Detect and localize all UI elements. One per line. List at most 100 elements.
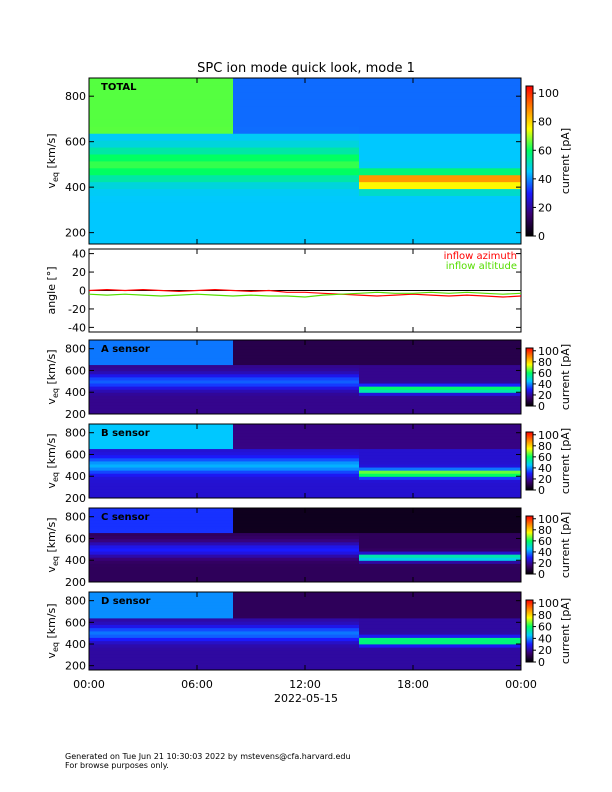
spectrogram-cell — [179, 392, 189, 396]
spectrogram-cell — [179, 554, 189, 558]
spectrogram-cell — [359, 401, 369, 406]
spectrogram-cell — [170, 491, 180, 496]
spectrogram-cell — [485, 430, 495, 434]
spectrogram-cell — [188, 377, 198, 381]
spectrogram-cell — [440, 551, 450, 555]
spectrogram-cell — [260, 551, 270, 555]
spectrogram-cell — [188, 389, 198, 393]
spectrogram-cell — [143, 424, 153, 428]
spectrogram-cell — [404, 551, 414, 555]
spectrogram-cell — [485, 133, 495, 141]
spectrogram-cell — [422, 167, 432, 176]
spectrogram-cell — [305, 424, 315, 428]
spectrogram-cell — [197, 526, 207, 530]
spectrogram-cell — [107, 621, 117, 625]
spectrogram-cell — [476, 358, 486, 362]
spectrogram-cell — [206, 167, 216, 176]
spectrogram-cell — [341, 209, 351, 217]
spectrogram-cell — [503, 154, 513, 162]
spectrogram-cell — [404, 133, 414, 141]
spectrogram-cell — [206, 482, 216, 487]
y-axis-label-subscript: eq — [51, 172, 60, 182]
spectrogram-cell — [188, 554, 198, 558]
spectrogram-cell — [431, 569, 441, 574]
spectrogram-cell — [170, 364, 180, 369]
spectrogram-cell — [314, 364, 324, 369]
spectrogram-cell — [206, 202, 216, 210]
spectrogram-cell — [332, 343, 342, 347]
spectrogram-cell — [440, 433, 450, 437]
spectrogram-cell — [107, 611, 117, 616]
spectrogram-cell — [152, 467, 162, 471]
spectrogram-cell — [503, 352, 513, 356]
spectrogram-cell — [224, 195, 234, 203]
spectrogram-cell — [377, 167, 387, 176]
spectrogram-cell — [269, 349, 279, 353]
spectrogram-cell — [152, 457, 162, 462]
spectrogram-cell — [467, 364, 477, 369]
spectrogram-cell — [260, 105, 270, 113]
spectrogram-cell — [503, 424, 513, 428]
spectrogram-cell — [107, 532, 117, 537]
spectrogram-cell — [224, 343, 234, 347]
y-tick-label: 400 — [65, 386, 86, 399]
spectrogram-cell — [197, 520, 207, 524]
spectrogram-cell — [431, 554, 441, 558]
spectrogram-cell — [395, 572, 405, 577]
spectrogram-cell — [206, 485, 216, 490]
spectrogram-cell — [188, 566, 198, 571]
spectrogram-cell — [98, 346, 108, 350]
spectrogram-cell — [188, 526, 198, 530]
spectrogram-cell — [215, 404, 225, 409]
spectrogram-cell — [368, 494, 378, 499]
spectrogram-cell — [404, 439, 414, 443]
spectrogram-cell — [134, 161, 144, 169]
spectrogram-cell — [215, 566, 225, 571]
spectrogram-cell — [98, 410, 108, 415]
spectrogram-cell — [260, 457, 270, 462]
spectrogram-cell — [431, 482, 441, 487]
spectrogram-cell — [350, 161, 360, 169]
spectrogram-cell — [197, 451, 207, 456]
spectrogram-cell — [215, 575, 225, 580]
spectrogram-cell — [314, 343, 324, 347]
spectrogram-cell — [359, 445, 369, 450]
spectrogram-cell — [422, 237, 432, 245]
spectrogram-cell — [449, 230, 459, 238]
spectrogram-cell — [251, 355, 261, 359]
spectrogram-cell — [206, 133, 216, 141]
spectrogram-cell — [377, 380, 387, 384]
spectrogram-cell — [188, 557, 198, 561]
spectrogram-cell — [206, 520, 216, 524]
spectrogram-cell — [359, 454, 369, 459]
colorbar-tick-label: 60 — [538, 535, 552, 548]
spectrogram-cell — [107, 442, 117, 446]
spectrogram-cell — [143, 508, 153, 512]
spectrogram-cell — [170, 386, 180, 390]
spectrogram-cell — [116, 473, 126, 477]
spectrogram-cell — [431, 167, 441, 176]
spectrogram-cell — [269, 485, 279, 490]
spectrogram-cell — [179, 457, 189, 462]
spectrogram-cell — [197, 575, 207, 580]
spectrogram-cell — [98, 563, 108, 567]
spectrogram-cell — [431, 526, 441, 530]
spectrogram-cell — [143, 575, 153, 580]
spectrogram-cell — [395, 526, 405, 530]
spectrogram-cell — [116, 634, 126, 638]
spectrogram-cell — [332, 514, 342, 518]
spectrogram-cell — [89, 485, 99, 490]
spectrogram-cell — [107, 557, 117, 561]
spectrogram-cell — [233, 230, 243, 238]
spectrogram-cell — [503, 202, 513, 210]
spectrogram-cell — [404, 395, 414, 399]
spectrogram-cell — [179, 575, 189, 580]
spectrogram-cell — [251, 569, 261, 574]
spectrogram-cell — [350, 572, 360, 577]
spectrogram-cell — [116, 488, 126, 493]
spectrogram-cell — [170, 358, 180, 362]
spectrogram-cell — [440, 454, 450, 459]
spectrogram-cell — [323, 439, 333, 443]
spectrogram-cell — [404, 355, 414, 359]
spectrogram-cell — [458, 181, 468, 190]
